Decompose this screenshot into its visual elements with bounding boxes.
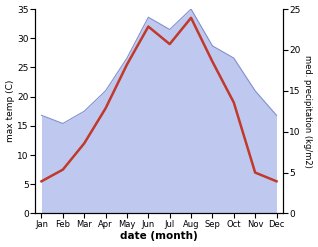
X-axis label: date (month): date (month) [120, 231, 198, 242]
Y-axis label: max temp (C): max temp (C) [5, 80, 15, 143]
Y-axis label: med. precipitation (kg/m2): med. precipitation (kg/m2) [303, 55, 313, 168]
